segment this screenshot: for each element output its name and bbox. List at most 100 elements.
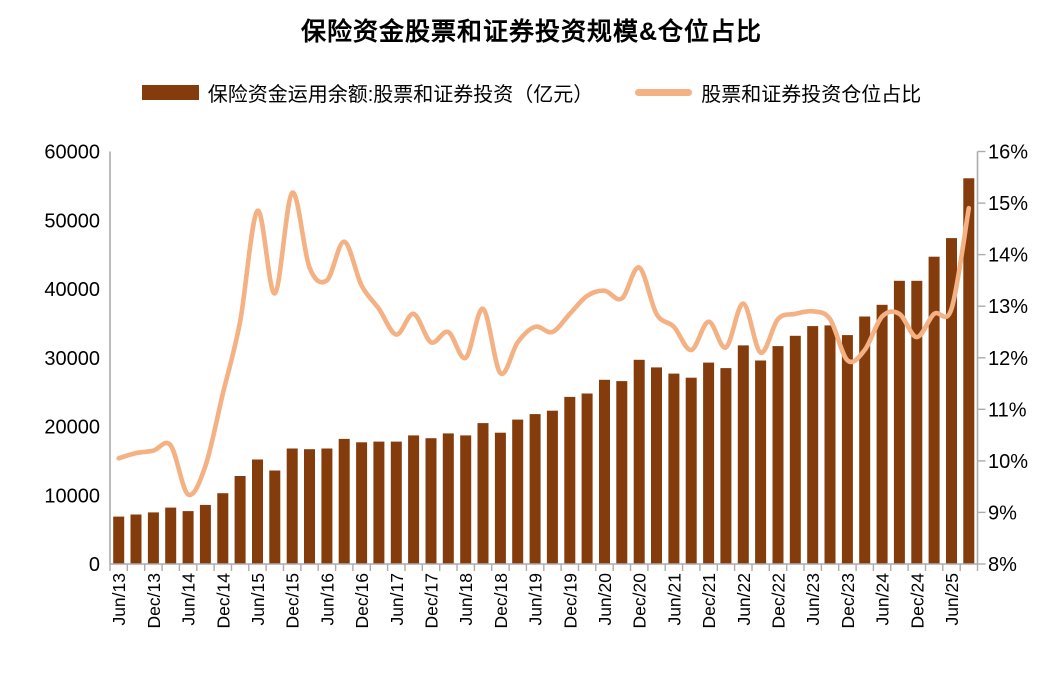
x-axis-tick-label: Dec/16 [352,573,372,628]
x-axis-tick-label: Jun/24 [873,573,893,626]
bar-Jun/16 [321,448,333,564]
bar-Dec/15 [286,448,298,564]
x-axis-tick-label: Dec/15 [283,573,303,628]
bar-Sep/17 [408,435,420,564]
bar-Mar/18 [442,433,454,564]
x-axis-tick-label: Jun/25 [942,573,962,626]
bar-Mar/16 [304,449,315,564]
chart-title: 保险资金股票和证券投资规模&仓位占比 [300,18,763,46]
chart-legend: 保险资金运用余额:股票和证券投资（亿元） 股票和证券投资仓位占比 [0,78,1063,107]
bar-Sep/16 [338,438,350,564]
bar-Dec/23 [841,335,853,564]
x-axis-tick-label: Jun/22 [734,573,754,626]
bar-Jun/25 [946,238,957,564]
x-axis-tick-label: Dec/18 [491,573,511,628]
bar-Jun/19 [529,414,541,564]
bar-Sep/18 [477,423,489,564]
bar-Mar/24 [859,316,871,564]
bar-Dec/13 [147,512,159,564]
x-axis-tick-label: Dec/22 [769,573,789,628]
bar-Sep/24 [893,280,905,565]
right-axis-tick-label: 11% [988,399,1027,421]
bar-Mar/14 [165,507,177,564]
bar-Sep/21 [685,377,697,564]
right-axis-tick-label: 14% [988,245,1028,267]
bar-Jun/18 [460,435,472,564]
bar-Jun/22 [737,345,749,564]
bar-Jun/17 [390,441,402,564]
bar-Dec/22 [772,346,784,564]
right-axis-tick-label: 13% [988,296,1028,318]
x-axis-tick-label: Jun/13 [109,573,129,626]
bar-Mar/23 [789,335,801,565]
x-axis-tick-label: Jun/17 [387,573,407,626]
bar-Dec/14 [217,493,229,564]
position-ratio-line [116,190,972,498]
bar-Dec/19 [564,396,576,564]
left-axis-tick-label: 20000 [44,417,100,439]
bar-Jun/15 [252,459,263,564]
x-axis-tick-label: Dec/13 [144,573,164,628]
bar-Dec/17 [425,438,437,564]
x-axis-tick-label: Dec/14 [213,573,233,629]
x-axis-tick-label: Jun/20 [595,573,615,626]
right-axis-tick-label: 10% [988,451,1028,473]
left-axis-tick-label: 30000 [44,348,100,370]
bar-Jun/14 [182,511,194,564]
bar-Sep/20 [616,381,628,564]
bar-Dec/20 [633,359,645,564]
legend-line-series-label: 股票和证券投资仓位占比 [701,84,922,106]
x-axis-tick-label: Dec/17 [422,573,442,628]
bar-Mar/21 [651,367,662,564]
bar-Mar/19 [512,419,524,564]
right-axis-tick-label: 8% [988,554,1017,576]
bar-Sep/13 [130,514,142,564]
bar-Jun/24 [876,304,888,564]
bar-Sep/22 [755,360,767,564]
bar-Jun/23 [807,326,819,564]
bar-Mar/25 [928,256,940,564]
bar-Dec/24 [911,280,923,565]
x-axis-tick-label: Jun/15 [248,573,268,626]
legend-item-bar-series: 保险资金运用余额:股票和证券投资（亿元） [141,78,594,107]
right-axis-tick-label: 12% [988,348,1028,370]
bar-Jun/20 [599,379,610,565]
bar-Sep/14 [199,504,211,564]
bar-Jun/21 [668,373,680,564]
right-axis-tick-label: 9% [988,502,1017,524]
bar-Dec/21 [703,362,715,564]
x-axis-tick-label: Dec/23 [838,573,858,628]
x-axis-tick-label: Jun/16 [317,573,337,626]
left-axis-tick-label: 60000 [44,142,100,164]
bar-Jun/13 [113,516,125,564]
bar-Mar/17 [373,441,385,564]
x-axis-tick-label: Jun/19 [526,573,546,626]
bar-Sep/19 [546,410,558,564]
x-axis-tick-label: Dec/20 [630,573,650,629]
bar-Dec/16 [356,442,368,564]
x-axis-tick-label: Dec/24 [907,573,927,629]
bar-Mar/20 [581,393,593,564]
left-axis-tick-label: 10000 [44,485,100,507]
bar-Sep/25 [963,178,975,565]
bar-Sep/23 [824,325,836,564]
legend-bar-series-label: 保险资金运用余额:股票和证券投资（亿元） [207,84,594,106]
right-axis-tick-label: 15% [988,193,1028,215]
right-axis-tick-label: 16% [988,142,1028,164]
bar-series-swatch-icon [141,85,199,100]
left-axis-tick-label: 0 [89,554,100,576]
bar-Mar/15 [234,476,246,564]
bar-Mar/22 [720,368,732,564]
left-axis-tick-label: 50000 [44,210,100,232]
x-axis-tick-label: Jun/18 [456,573,476,626]
legend-item-line-series: 股票和证券投资仓位占比 [635,78,921,107]
bar-Sep/15 [269,470,281,564]
x-axis-tick-label: Jun/21 [664,573,684,626]
left-axis-tick-label: 40000 [44,279,100,301]
x-axis-tick-label: Jun/23 [803,573,823,626]
line-series-swatch-icon [635,89,693,96]
bar-Dec/18 [494,432,506,564]
x-axis-tick-label: Dec/19 [560,573,580,628]
